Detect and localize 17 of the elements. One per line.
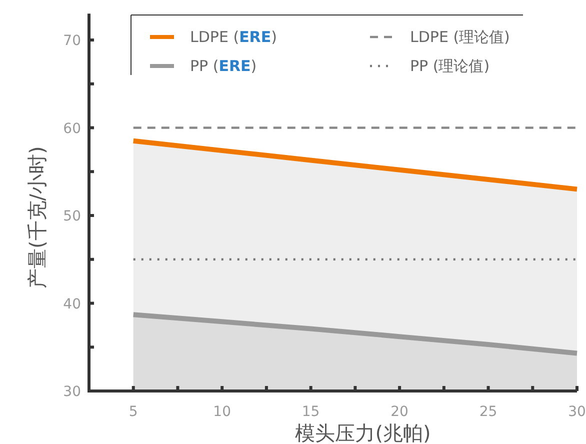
legend-label: LDPE (理论值) — [410, 28, 510, 46]
x-tick-label: 5 — [128, 404, 138, 420]
x-tick-label: 20 — [390, 404, 408, 420]
y-tick-label: 50 — [63, 208, 81, 224]
legend-label: LDPE (ERE) — [190, 28, 277, 46]
y-axis-title: 产量(千克/小时) — [25, 146, 49, 289]
y-tick-label: 40 — [63, 296, 81, 312]
x-axis-title: 模头压力(兆帕) — [295, 421, 431, 444]
x-tick-label: 25 — [479, 404, 498, 420]
x-tick-label: 10 — [213, 404, 232, 420]
y-tick-label: 70 — [63, 33, 81, 49]
y-tick-label: 30 — [63, 384, 81, 400]
x-tick-label: 15 — [302, 404, 320, 420]
y-tick-label: 60 — [63, 120, 81, 137]
legend-label: PP (ERE) — [190, 57, 257, 75]
legend-label: PP (理论值) — [410, 57, 490, 75]
x-tick-label: 30 — [568, 404, 586, 420]
